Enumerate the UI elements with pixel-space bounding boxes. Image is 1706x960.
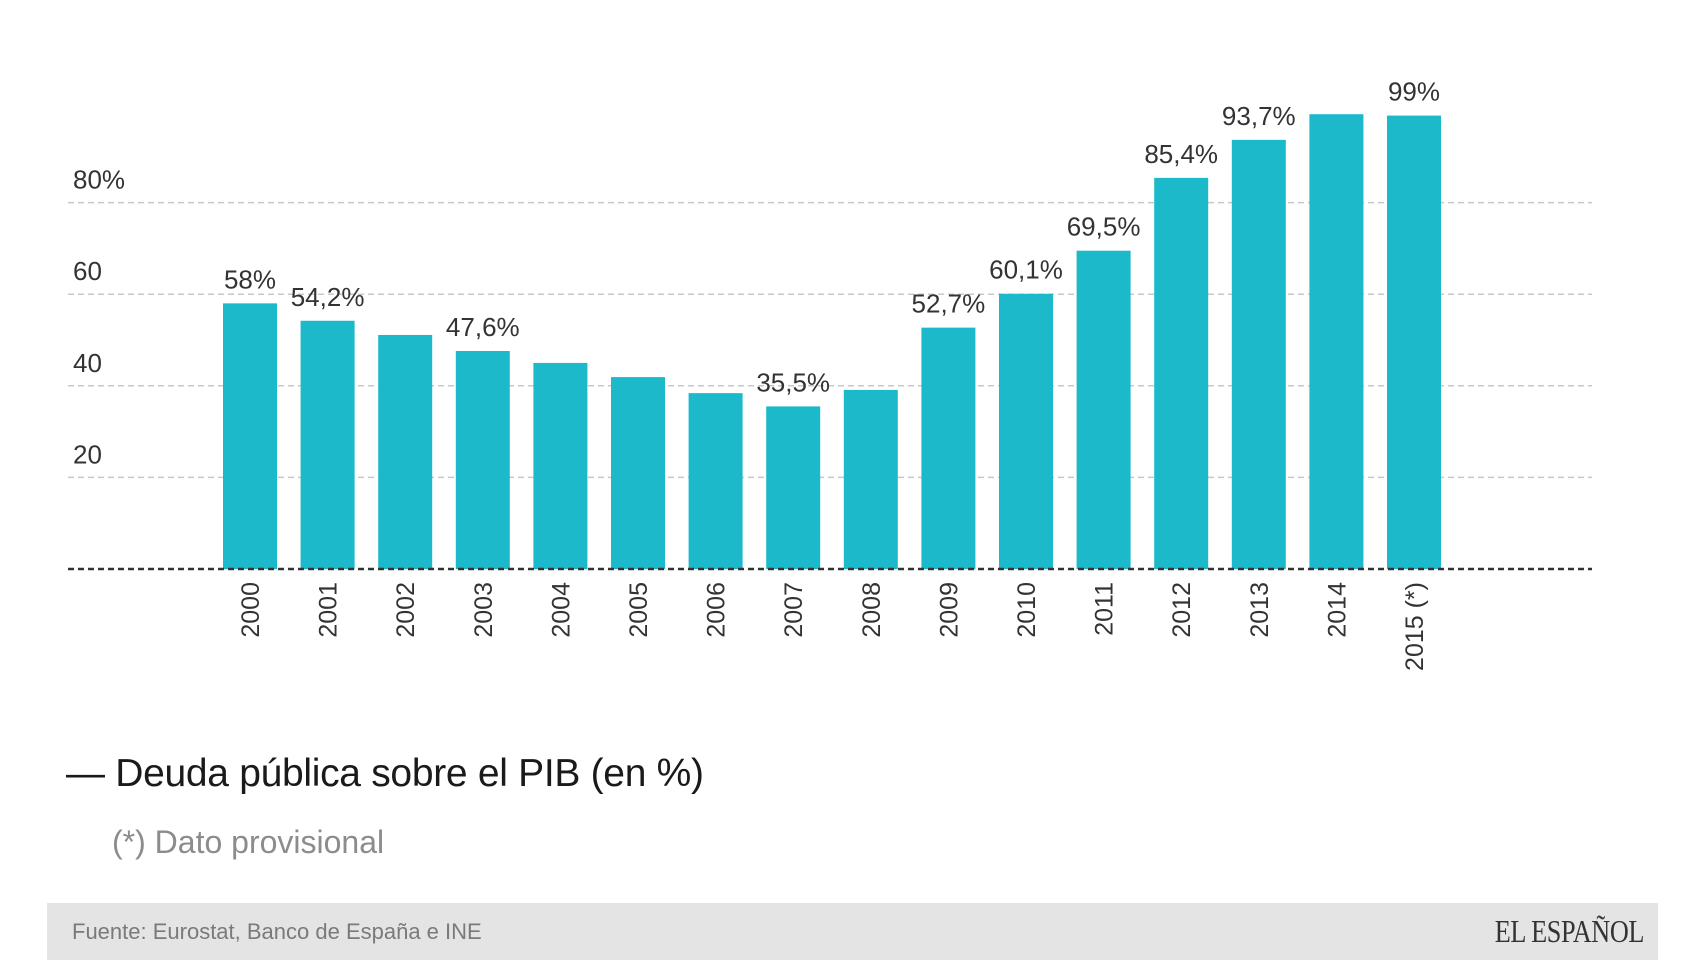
x-tick-label: 2005 bbox=[625, 582, 653, 638]
x-tick-label: 2002 bbox=[392, 582, 420, 638]
x-tick-label: 2013 bbox=[1246, 582, 1274, 638]
data-label: 54,2% bbox=[291, 282, 365, 312]
bar bbox=[533, 362, 588, 569]
bar bbox=[223, 303, 277, 569]
bar bbox=[999, 293, 1053, 569]
source-text: Fuente: Eurostat, Banco de España e INE bbox=[72, 919, 482, 944]
bar bbox=[1154, 177, 1209, 570]
data-label: 47,6% bbox=[446, 312, 520, 342]
bar bbox=[378, 334, 433, 569]
bar bbox=[843, 389, 898, 569]
el-espanol-logo: EL ESPAÑOL bbox=[1494, 913, 1645, 949]
x-tick-label: 2001 bbox=[315, 582, 343, 638]
x-tick-label: 2000 bbox=[237, 582, 265, 638]
data-label: 69,5% bbox=[1067, 212, 1141, 242]
bar bbox=[688, 393, 743, 569]
x-tick-label: 2012 bbox=[1168, 582, 1196, 638]
y-tick-label: 60 bbox=[73, 256, 102, 286]
x-tick-label: 2015 (*) bbox=[1401, 582, 1429, 671]
bar bbox=[455, 350, 510, 569]
bar-chart: 20 40 60 80% 58% 54,2% 47,6% 35,5% 52,7%60,1%69… bbox=[68, 77, 1592, 671]
data-label: 93,7% bbox=[1222, 101, 1296, 131]
data-label: 35,5% bbox=[756, 367, 830, 397]
x-tick-label: 2007 bbox=[780, 582, 808, 638]
x-tick-label: 2003 bbox=[470, 582, 498, 638]
bar bbox=[1309, 114, 1364, 570]
y-tick-label: 40 bbox=[73, 348, 102, 378]
x-tick-label: 2008 bbox=[858, 582, 886, 638]
bar bbox=[921, 327, 976, 569]
footer: Fuente: Eurostat, Banco de España e INE … bbox=[47, 903, 1658, 960]
data-label: 85,4% bbox=[1144, 139, 1218, 169]
x-axis-labels: 2000 2001 2002 2003 2004 2005 2006 2007 2008 2009… bbox=[237, 582, 1429, 671]
x-tick-label: 2009 bbox=[935, 582, 963, 638]
chart-note: (*) Dato provisional bbox=[112, 824, 385, 860]
x-tick-label: 2010 bbox=[1013, 582, 1041, 638]
bar bbox=[1231, 139, 1286, 569]
bar bbox=[1076, 250, 1131, 569]
x-tick-label: 2014 bbox=[1323, 582, 1351, 638]
bar bbox=[611, 377, 665, 569]
bars bbox=[223, 114, 1441, 570]
data-labels: 58% 54,2% 47,6% 35,5% 52,7%60,1%69,5% 85,4%93… bbox=[224, 77, 1440, 398]
x-tick-label: 2006 bbox=[703, 582, 731, 638]
bar bbox=[300, 320, 355, 569]
chart-title-text: Deuda pública sobre el PIB (en %) bbox=[115, 752, 704, 795]
chart-title: — Deuda pública sobre el PIB (en %) bbox=[66, 752, 704, 796]
legend-dash-icon: — bbox=[66, 752, 116, 795]
bar bbox=[766, 406, 821, 569]
y-tick-label: 20 bbox=[73, 439, 102, 469]
bar bbox=[1387, 115, 1441, 569]
y-axis-ticks: 20 40 60 80% bbox=[73, 165, 125, 470]
y-tick-label: 80% bbox=[73, 165, 125, 195]
x-tick-label: 2004 bbox=[547, 582, 575, 638]
data-label: 99% bbox=[1388, 77, 1440, 107]
data-label: 52,7% bbox=[912, 289, 986, 319]
data-label: 58% bbox=[224, 264, 276, 294]
data-label: 60,1% bbox=[989, 255, 1063, 285]
x-tick-label: 2011 bbox=[1091, 582, 1119, 636]
